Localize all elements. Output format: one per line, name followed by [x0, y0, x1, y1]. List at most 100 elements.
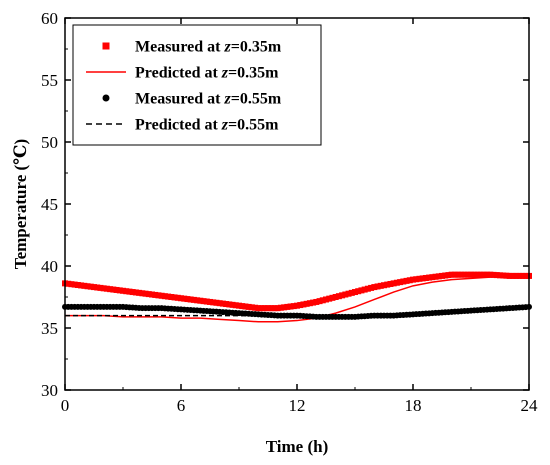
series-0-marker [358, 287, 365, 294]
series-0-marker [255, 305, 262, 312]
series-0-marker [216, 300, 223, 307]
series-0-marker [361, 286, 368, 293]
series-0-marker [332, 294, 339, 300]
series-0-marker [400, 278, 407, 285]
legend-symbol-square [102, 42, 110, 50]
legend-label-3: Predicted at z=0.55m [135, 117, 279, 134]
series-0-marker [381, 282, 387, 289]
series-0-marker [100, 285, 107, 292]
series-0-marker [91, 284, 97, 291]
series-0-marker [78, 282, 85, 289]
series-0-marker [377, 282, 384, 289]
y-tick-label: 50 [41, 133, 58, 152]
series-0-marker [393, 279, 400, 286]
series-0-marker [468, 271, 474, 278]
series-0-marker [136, 289, 143, 296]
series-0-marker [165, 293, 172, 300]
series-0-marker [203, 298, 210, 305]
series-0-marker [471, 271, 478, 278]
series-0-marker [500, 272, 507, 279]
series-0-marker [339, 292, 346, 299]
series-0-marker [297, 302, 304, 309]
series-0-marker [223, 301, 230, 308]
series-0-marker [268, 305, 275, 312]
x-tick-label: 6 [177, 396, 186, 415]
series-0-marker [126, 288, 133, 295]
series-0-marker [161, 293, 168, 300]
legend-box [72, 24, 322, 146]
series-0-marker [84, 283, 91, 290]
axes: 0 6 12 18 24 30 35 40 45 50 55 60 [41, 9, 538, 415]
series-0-marker [458, 271, 465, 278]
series-0-marker [439, 272, 445, 279]
series-0-marker [110, 286, 117, 293]
legend-label-2: Measured at z=0.55m [135, 91, 282, 108]
series-0-marker [71, 281, 78, 288]
series-0-marker [103, 285, 110, 292]
series-0-marker [120, 287, 126, 294]
series-0-marker [232, 302, 239, 309]
series-line-1 [65, 275, 529, 323]
series-0-marker [464, 271, 471, 278]
series-0-marker [284, 303, 291, 310]
series-0-marker [197, 297, 204, 304]
series-0-marker [345, 290, 352, 297]
series-0-marker [116, 287, 123, 294]
series-0-marker [490, 271, 497, 278]
series-0-marker [242, 303, 249, 310]
series-0-marker [81, 282, 88, 289]
series-0-marker [403, 277, 410, 284]
series-0-marker [290, 303, 297, 310]
series-0-marker [319, 297, 326, 304]
series-0-marker [274, 305, 281, 312]
series-0-marker [432, 273, 439, 280]
series-0-marker [207, 298, 213, 305]
series-0-marker [387, 280, 394, 287]
series-0-marker [316, 298, 323, 305]
series-0-marker [181, 295, 188, 302]
legend: Measured at z=0.35m Predicted at z=0.35m M… [72, 24, 322, 146]
series-0-marker [406, 277, 413, 284]
series-0-marker [419, 275, 426, 282]
series-0-marker [306, 300, 313, 307]
series-0-marker [448, 271, 455, 278]
series-0-marker [287, 303, 294, 310]
x-tick-label: 0 [61, 396, 70, 415]
series-0-marker [413, 276, 420, 283]
series-0-marker [429, 274, 436, 281]
series-0-marker [329, 294, 336, 301]
series-0-marker [410, 276, 416, 283]
series-0-marker [487, 271, 494, 278]
series-0-marker [87, 283, 94, 290]
series-0-marker [271, 305, 278, 312]
series-0-marker [342, 291, 349, 298]
series-0-marker [326, 295, 333, 302]
series-0-marker [190, 296, 197, 303]
series-0-marker [171, 294, 178, 301]
series-0-marker [123, 288, 130, 295]
series-0-marker [113, 286, 120, 293]
series-0-marker [281, 304, 288, 311]
series-0-marker [477, 271, 484, 278]
series-0-marker [303, 300, 310, 307]
series-0-marker [168, 294, 175, 300]
series-0-marker [397, 279, 404, 286]
series-0-marker [426, 274, 433, 281]
series-0-marker [497, 272, 503, 279]
series-0-marker [445, 272, 452, 279]
series-0-marker [184, 296, 191, 303]
series-0-marker [310, 299, 317, 306]
series-0-marker [261, 305, 268, 312]
series-0-marker [187, 296, 194, 303]
series-0-marker [455, 271, 462, 278]
series-0-marker [442, 272, 449, 279]
series-0-marker [461, 271, 468, 278]
series-0-marker [493, 272, 500, 279]
series-0-marker [355, 288, 362, 295]
series-0-marker [194, 297, 201, 304]
series-0-marker [142, 290, 149, 297]
series-0-marker [294, 302, 300, 309]
series-0-marker [94, 284, 101, 291]
series-0-marker [174, 294, 181, 301]
